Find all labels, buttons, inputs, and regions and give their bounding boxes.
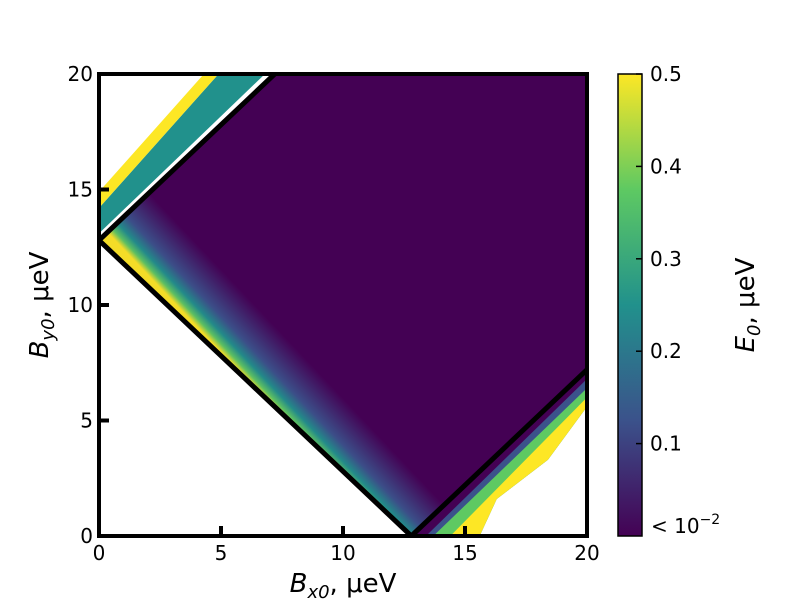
heatmap-stripe-upper-left-edge [99, 74, 219, 208]
colorbar-label: E0, μeV [731, 257, 765, 352]
colorbar-label-subscript: 0 [744, 324, 765, 335]
y-axis-label-unit: , μeV [25, 251, 55, 318]
x-tick-label: 20 [574, 541, 599, 565]
colorbar-tick-label: 0.2 [650, 339, 682, 363]
y-tick-label: 15 [68, 178, 93, 202]
y-axis-label-subscript: y0 [38, 318, 59, 341]
colorbar-min-exponent: −2 [700, 512, 721, 528]
colorbar-tick-label: 0.4 [650, 154, 682, 178]
y-tick-label: 5 [80, 409, 93, 433]
y-axis-label-symbol: B [25, 341, 55, 359]
x-axis-label: Bx0, μeV [290, 569, 397, 603]
colorbar-tick-label: 0.1 [650, 432, 682, 456]
boundary-lines [99, 74, 587, 536]
boundary-line-left-ascending [99, 74, 278, 243]
x-axis: 0 5 10 15 20 [93, 526, 600, 565]
heatmap-region-lower-right-bright [433, 388, 587, 536]
x-tick-label: 0 [93, 541, 106, 565]
x-tick-label: 10 [330, 541, 355, 565]
boundary-line-right-ascending [408, 367, 587, 536]
colorbar-ticks: 0.1 0.2 0.3 0.4 0.5 [636, 62, 682, 456]
colorbar-label-symbol: E [731, 335, 761, 352]
x-axis-label-unit: , μeV [330, 569, 397, 599]
colorbar-min-base: < 10 [651, 514, 700, 538]
colorbar-min-label: < 10−2 [651, 512, 720, 538]
y-axis-label: By0, μeV [25, 251, 59, 358]
colorbar: 0.1 0.2 0.3 0.4 0.5 < 10−2 [617, 62, 720, 538]
x-tick-label: 5 [215, 541, 228, 565]
heatmap-gradient-band [99, 147, 509, 536]
boundary-line-left-descending [99, 237, 414, 536]
heatmap-stripe-upper-left [99, 74, 265, 234]
y-tick-label: 20 [68, 62, 93, 86]
y-tick-label: 10 [68, 293, 93, 317]
y-tick-label: 0 [80, 524, 93, 548]
plot-area [97, 72, 589, 538]
heatmap-region-lower-right-edge [450, 397, 587, 536]
x-axis-label-subscript: x0 [306, 582, 329, 603]
colorbar-label-unit: , μeV [731, 257, 761, 324]
x-tick-label: 15 [452, 541, 477, 565]
y-axis: 0 5 10 15 20 [68, 62, 109, 548]
colorbar-tick-label: 0.3 [650, 247, 682, 271]
colorbar-gradient [617, 73, 643, 537]
x-axis-label-symbol: B [290, 569, 308, 599]
colorbar-tick-label: 0.5 [650, 62, 682, 86]
